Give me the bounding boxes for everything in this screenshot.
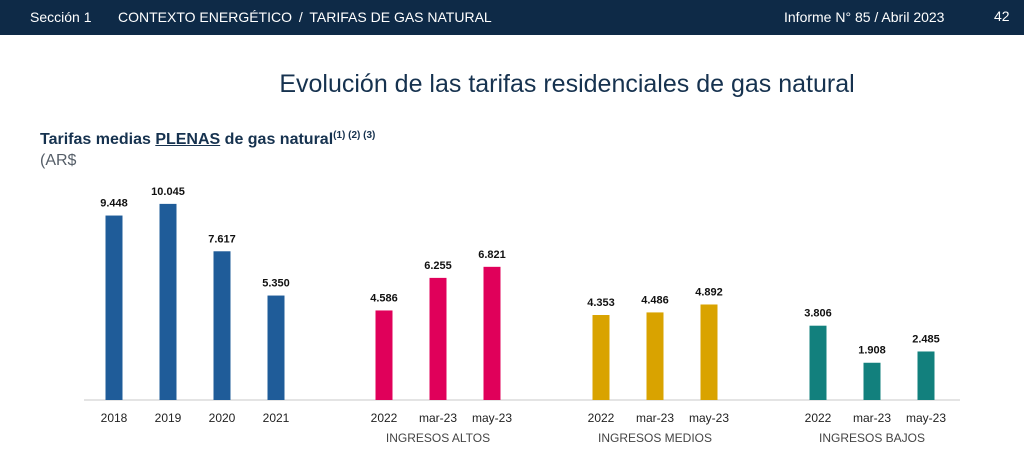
bar [809, 325, 827, 400]
data-label: 9.448 [100, 198, 128, 210]
bar [159, 203, 177, 400]
chart-title-footnotes: (1) (2) (3) [333, 130, 376, 141]
breadcrumb: CONTEXTO ENERGÉTICO / TARIFAS DE GAS NAT… [118, 9, 492, 25]
data-label: 4.486 [641, 294, 669, 306]
x-tick-label: may-23 [906, 411, 946, 425]
bar [105, 215, 123, 400]
x-tick-label: mar-23 [419, 411, 457, 425]
chart-title-prefix: Tarifas medias [40, 131, 156, 148]
data-label: 2.485 [912, 333, 940, 345]
data-label: 1.908 [858, 345, 886, 357]
x-tick-label: may-23 [689, 411, 729, 425]
bar [267, 295, 285, 400]
group-label: INGRESOS ALTOS [386, 431, 490, 445]
bar [375, 310, 393, 400]
breadcrumb-context: CONTEXTO ENERGÉTICO [118, 9, 292, 25]
bar [213, 251, 231, 400]
group-label: INGRESOS BAJOS [819, 431, 925, 445]
data-label: 4.353 [587, 297, 615, 309]
x-tick-label: mar-23 [636, 411, 674, 425]
group-label: INGRESOS MEDIOS [598, 431, 712, 445]
x-tick-label: 2020 [209, 411, 236, 425]
data-label: 6.255 [424, 260, 452, 272]
breadcrumb-topic: TARIFAS DE GAS NATURAL [309, 9, 492, 25]
section-label: Sección 1 [30, 9, 92, 25]
data-label: 10.045 [151, 186, 185, 198]
bar [917, 351, 935, 400]
bar [863, 362, 881, 400]
report-label: Informe N° 85 / Abril 2023 [784, 9, 945, 25]
data-label: 4.586 [370, 292, 398, 304]
bar [429, 277, 447, 400]
bar [483, 266, 501, 400]
bar [592, 315, 610, 400]
data-label: 6.821 [478, 249, 506, 261]
data-label: 5.350 [262, 278, 290, 290]
data-label: 7.617 [208, 233, 236, 245]
breadcrumb-separator: / [298, 9, 303, 25]
x-tick-label: 2021 [263, 411, 290, 425]
x-tick-label: mar-23 [853, 411, 891, 425]
bar [700, 304, 718, 400]
bar [646, 312, 664, 400]
x-tick-label: 2019 [155, 411, 182, 425]
data-label: 3.806 [804, 308, 832, 320]
page-number: 42 [994, 8, 1010, 24]
chart-title-suffix: de gas natural [220, 131, 334, 148]
x-tick-label: 2018 [101, 411, 128, 425]
chart-title: Tarifas medias PLENAS de gas natural(1) … [40, 130, 375, 149]
chart-units: (AR$ [40, 152, 77, 169]
page-title: Evolución de las tarifas residenciales d… [279, 70, 855, 98]
chart-title-emphasis: PLENAS [155, 131, 221, 148]
data-label: 4.892 [695, 286, 723, 298]
x-tick-label: 2022 [371, 411, 398, 425]
x-tick-label: 2022 [805, 411, 832, 425]
x-tick-label: 2022 [588, 411, 615, 425]
x-tick-label: may-23 [472, 411, 512, 425]
top-header-bar: Sección 1 CONTEXTO ENERGÉTICO / TARIFAS … [0, 0, 1024, 35]
